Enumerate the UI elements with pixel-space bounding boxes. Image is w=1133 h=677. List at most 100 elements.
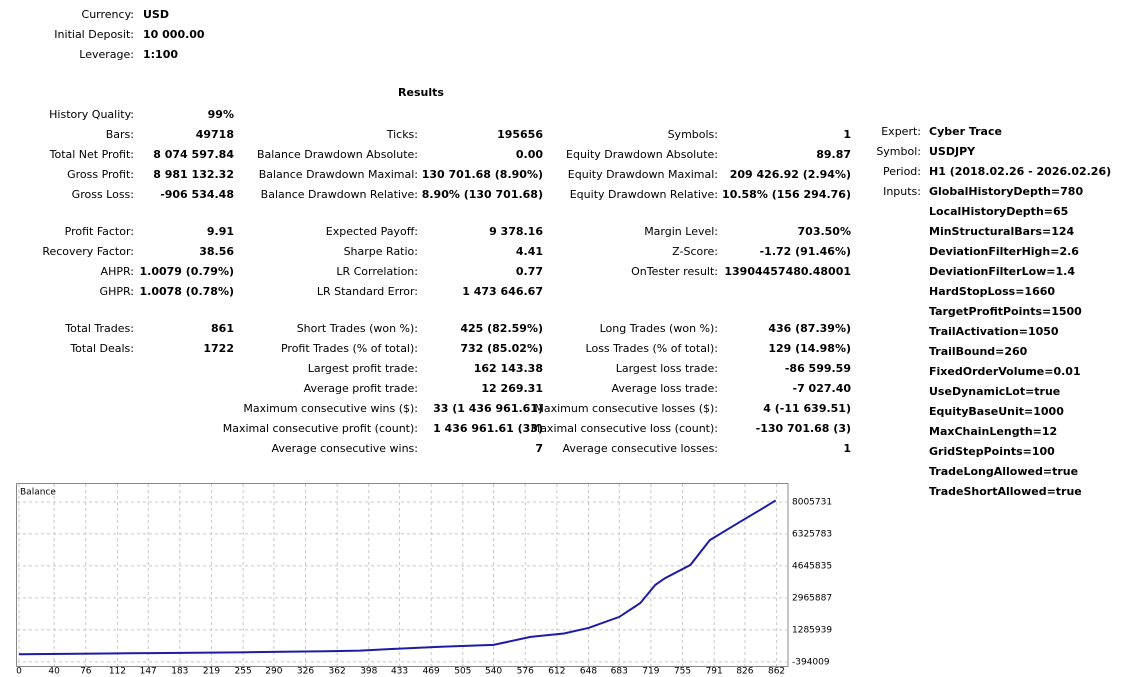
input-value: GridStepPoints=100	[929, 445, 1055, 458]
stat-label: OnTester result:	[631, 265, 718, 278]
stat-label: Ticks:	[386, 128, 418, 141]
stat-value: 9.91	[206, 225, 234, 238]
balance-line	[18, 499, 777, 656]
stat-value: 8 074 597.84	[153, 148, 234, 161]
stat-label: Short Trades (won %):	[296, 322, 418, 335]
stat-label: History Quality:	[49, 108, 134, 121]
x-tick-label: 0	[16, 667, 22, 677]
stat-value: 1	[843, 128, 851, 141]
stat-value: 13904457480.48001	[724, 265, 851, 278]
stat-label: Maximum consecutive wins ($):	[243, 402, 418, 415]
expert-label: Inputs:	[883, 185, 921, 198]
info-label: Initial Deposit:	[54, 28, 134, 41]
x-tick-label: 612	[548, 667, 565, 677]
info-value: 1:100	[143, 48, 179, 61]
stat-value: 8 981 132.32	[153, 168, 234, 181]
stat-value: 129 (14.98%)	[768, 342, 851, 355]
expert-label: Expert:	[881, 125, 921, 138]
x-tick-label: 290	[265, 667, 282, 677]
info-value: 10 000.00	[143, 28, 205, 41]
x-tick-label: 469	[423, 667, 440, 677]
results-title: Results	[398, 86, 444, 99]
stat-label: LR Standard Error:	[316, 285, 418, 298]
stat-label: Profit Trades (% of total):	[280, 342, 418, 355]
x-tick-label: 683	[611, 667, 628, 677]
stat-label: Long Trades (won %):	[599, 322, 718, 335]
stat-label: Profit Factor:	[64, 225, 134, 238]
stat-value: 732 (85.02%)	[460, 342, 543, 355]
y-tick-label: 1285939	[792, 625, 832, 635]
x-tick-label: 719	[642, 667, 659, 677]
input-value: HardStopLoss=1660	[929, 285, 1056, 298]
stat-value: 162 143.38	[473, 362, 543, 375]
y-tick-label: 8005731	[792, 497, 832, 507]
x-tick-label: 362	[329, 667, 346, 677]
x-tick-label: 398	[360, 667, 377, 677]
input-value: GlobalHistoryDepth=780	[929, 185, 1084, 198]
x-tick-label: 755	[674, 667, 691, 677]
input-value: MinStructuralBars=124	[929, 225, 1075, 238]
stat-value: 209 426.92 (2.94%)	[729, 168, 851, 181]
input-value: LocalHistoryDepth=65	[929, 205, 1069, 218]
input-value: MaxChainLength=12	[929, 425, 1058, 438]
stat-value: -130 701.68 (3)	[755, 422, 851, 435]
input-value: FixedOrderVolume=0.01	[929, 365, 1081, 378]
expert-label: Symbol:	[876, 145, 921, 158]
stat-label: Bars:	[105, 128, 134, 141]
stat-value: 1722	[203, 342, 234, 355]
x-tick-label: 648	[580, 667, 597, 677]
input-value: TrailActivation=1050	[929, 325, 1059, 338]
stat-label: Margin Level:	[644, 225, 718, 238]
stat-label: Loss Trades (% of total):	[585, 342, 718, 355]
info-label: Currency:	[81, 8, 134, 21]
balance-chart: 0 40 76 112 147 183 219 255 290 326 362 398 433 469 50…	[16, 483, 832, 677]
x-tick-label: 76	[80, 667, 92, 677]
stat-value: 130 701.68 (8.90%)	[421, 168, 543, 181]
stat-value: 195656	[497, 128, 543, 141]
input-value: DeviationFilterLow=1.4	[929, 265, 1076, 278]
stat-value: 10.58% (156 294.76)	[722, 188, 851, 201]
stat-label: Equity Drawdown Maximal:	[567, 168, 718, 181]
stat-label: Z-Score:	[672, 245, 718, 258]
stat-value: 49718	[195, 128, 234, 141]
y-tick-label: 2965887	[792, 593, 832, 603]
stat-label: Total Trades:	[65, 322, 134, 335]
stat-value: 89.87	[816, 148, 851, 161]
stat-label: GHPR:	[99, 285, 134, 298]
input-value: TradeShortAllowed=true	[929, 485, 1082, 498]
stat-label: Sharpe Ratio:	[343, 245, 418, 258]
input-value: UseDynamicLot=true	[929, 385, 1061, 398]
y-tick-label: 6325783	[792, 529, 832, 539]
info-label: Leverage:	[79, 48, 134, 61]
stat-label: LR Correlation:	[336, 265, 418, 278]
stat-label: AHPR:	[100, 265, 134, 278]
stat-label: Average consecutive losses:	[562, 442, 718, 455]
stat-label: Expected Payoff:	[325, 225, 418, 238]
stat-value: -7 027.40	[792, 382, 852, 395]
stat-label: Largest loss trade:	[615, 362, 718, 375]
expert-value: H1 (2018.02.26 - 2026.02.26)	[929, 165, 1112, 178]
x-tick-label: 219	[203, 667, 220, 677]
stat-label: Symbols:	[667, 128, 718, 141]
x-tick-label: 826	[736, 667, 753, 677]
x-tick-label: 255	[235, 667, 252, 677]
stat-label: Gross Loss:	[71, 188, 134, 201]
stat-value: 1	[843, 442, 851, 455]
stat-value: 8.90% (130 701.68)	[421, 188, 543, 201]
stat-value: 436 (87.39%)	[768, 322, 851, 335]
x-tick-label: 147	[140, 667, 157, 677]
stat-value: -1.72 (91.46%)	[759, 245, 851, 258]
x-tick-label: 576	[517, 667, 534, 677]
stat-value: 0.77	[515, 265, 543, 278]
stat-label: Total Net Profit:	[49, 148, 134, 161]
stat-label: Maximal consecutive profit (count):	[222, 422, 418, 435]
stat-value: 1 473 646.67	[462, 285, 543, 298]
stat-label: Average profit trade:	[303, 382, 418, 395]
expert-value: Cyber Trace	[929, 125, 1002, 138]
stat-label: Average loss trade:	[611, 382, 718, 395]
stat-value: 4 (-11 639.51)	[763, 402, 851, 415]
expert-value: USDJPY	[929, 145, 976, 158]
stat-label: Balance Drawdown Absolute:	[256, 148, 418, 161]
input-value: DeviationFilterHigh=2.6	[929, 245, 1079, 258]
stat-label: Gross Profit:	[67, 168, 134, 181]
